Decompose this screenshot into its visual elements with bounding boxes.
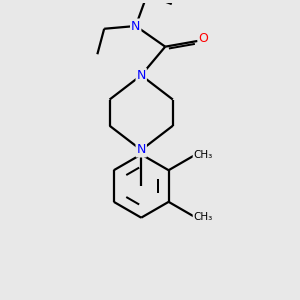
Text: N: N xyxy=(136,69,146,82)
Text: CH₃: CH₃ xyxy=(194,212,213,222)
Text: CH₃: CH₃ xyxy=(194,150,213,160)
Text: N: N xyxy=(136,143,146,157)
Text: N: N xyxy=(131,20,140,32)
Text: O: O xyxy=(199,32,208,45)
